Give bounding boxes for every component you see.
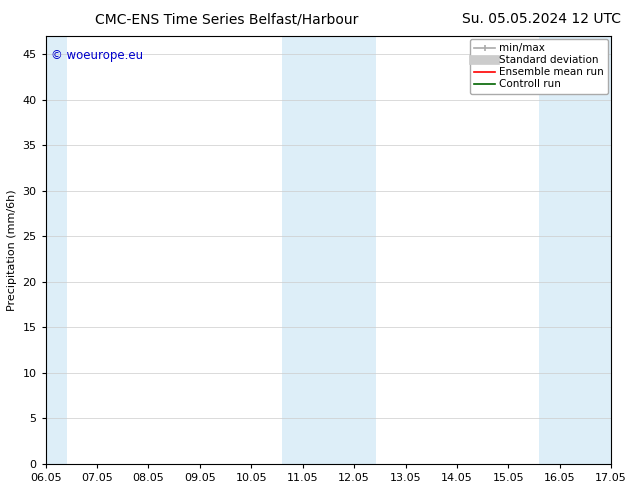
Text: CMC-ENS Time Series Belfast/Harbour: CMC-ENS Time Series Belfast/Harbour: [95, 12, 358, 26]
Text: Su. 05.05.2024 12 UTC: Su. 05.05.2024 12 UTC: [462, 12, 621, 26]
Bar: [282, 36, 376, 464]
Bar: [539, 36, 611, 464]
Legend: min/max, Standard deviation, Ensemble mean run, Controll run: min/max, Standard deviation, Ensemble me…: [470, 39, 608, 94]
Y-axis label: Precipitation (mm/6h): Precipitation (mm/6h): [7, 189, 17, 311]
Text: © woeurope.eu: © woeurope.eu: [51, 49, 143, 62]
Bar: [46, 36, 67, 464]
